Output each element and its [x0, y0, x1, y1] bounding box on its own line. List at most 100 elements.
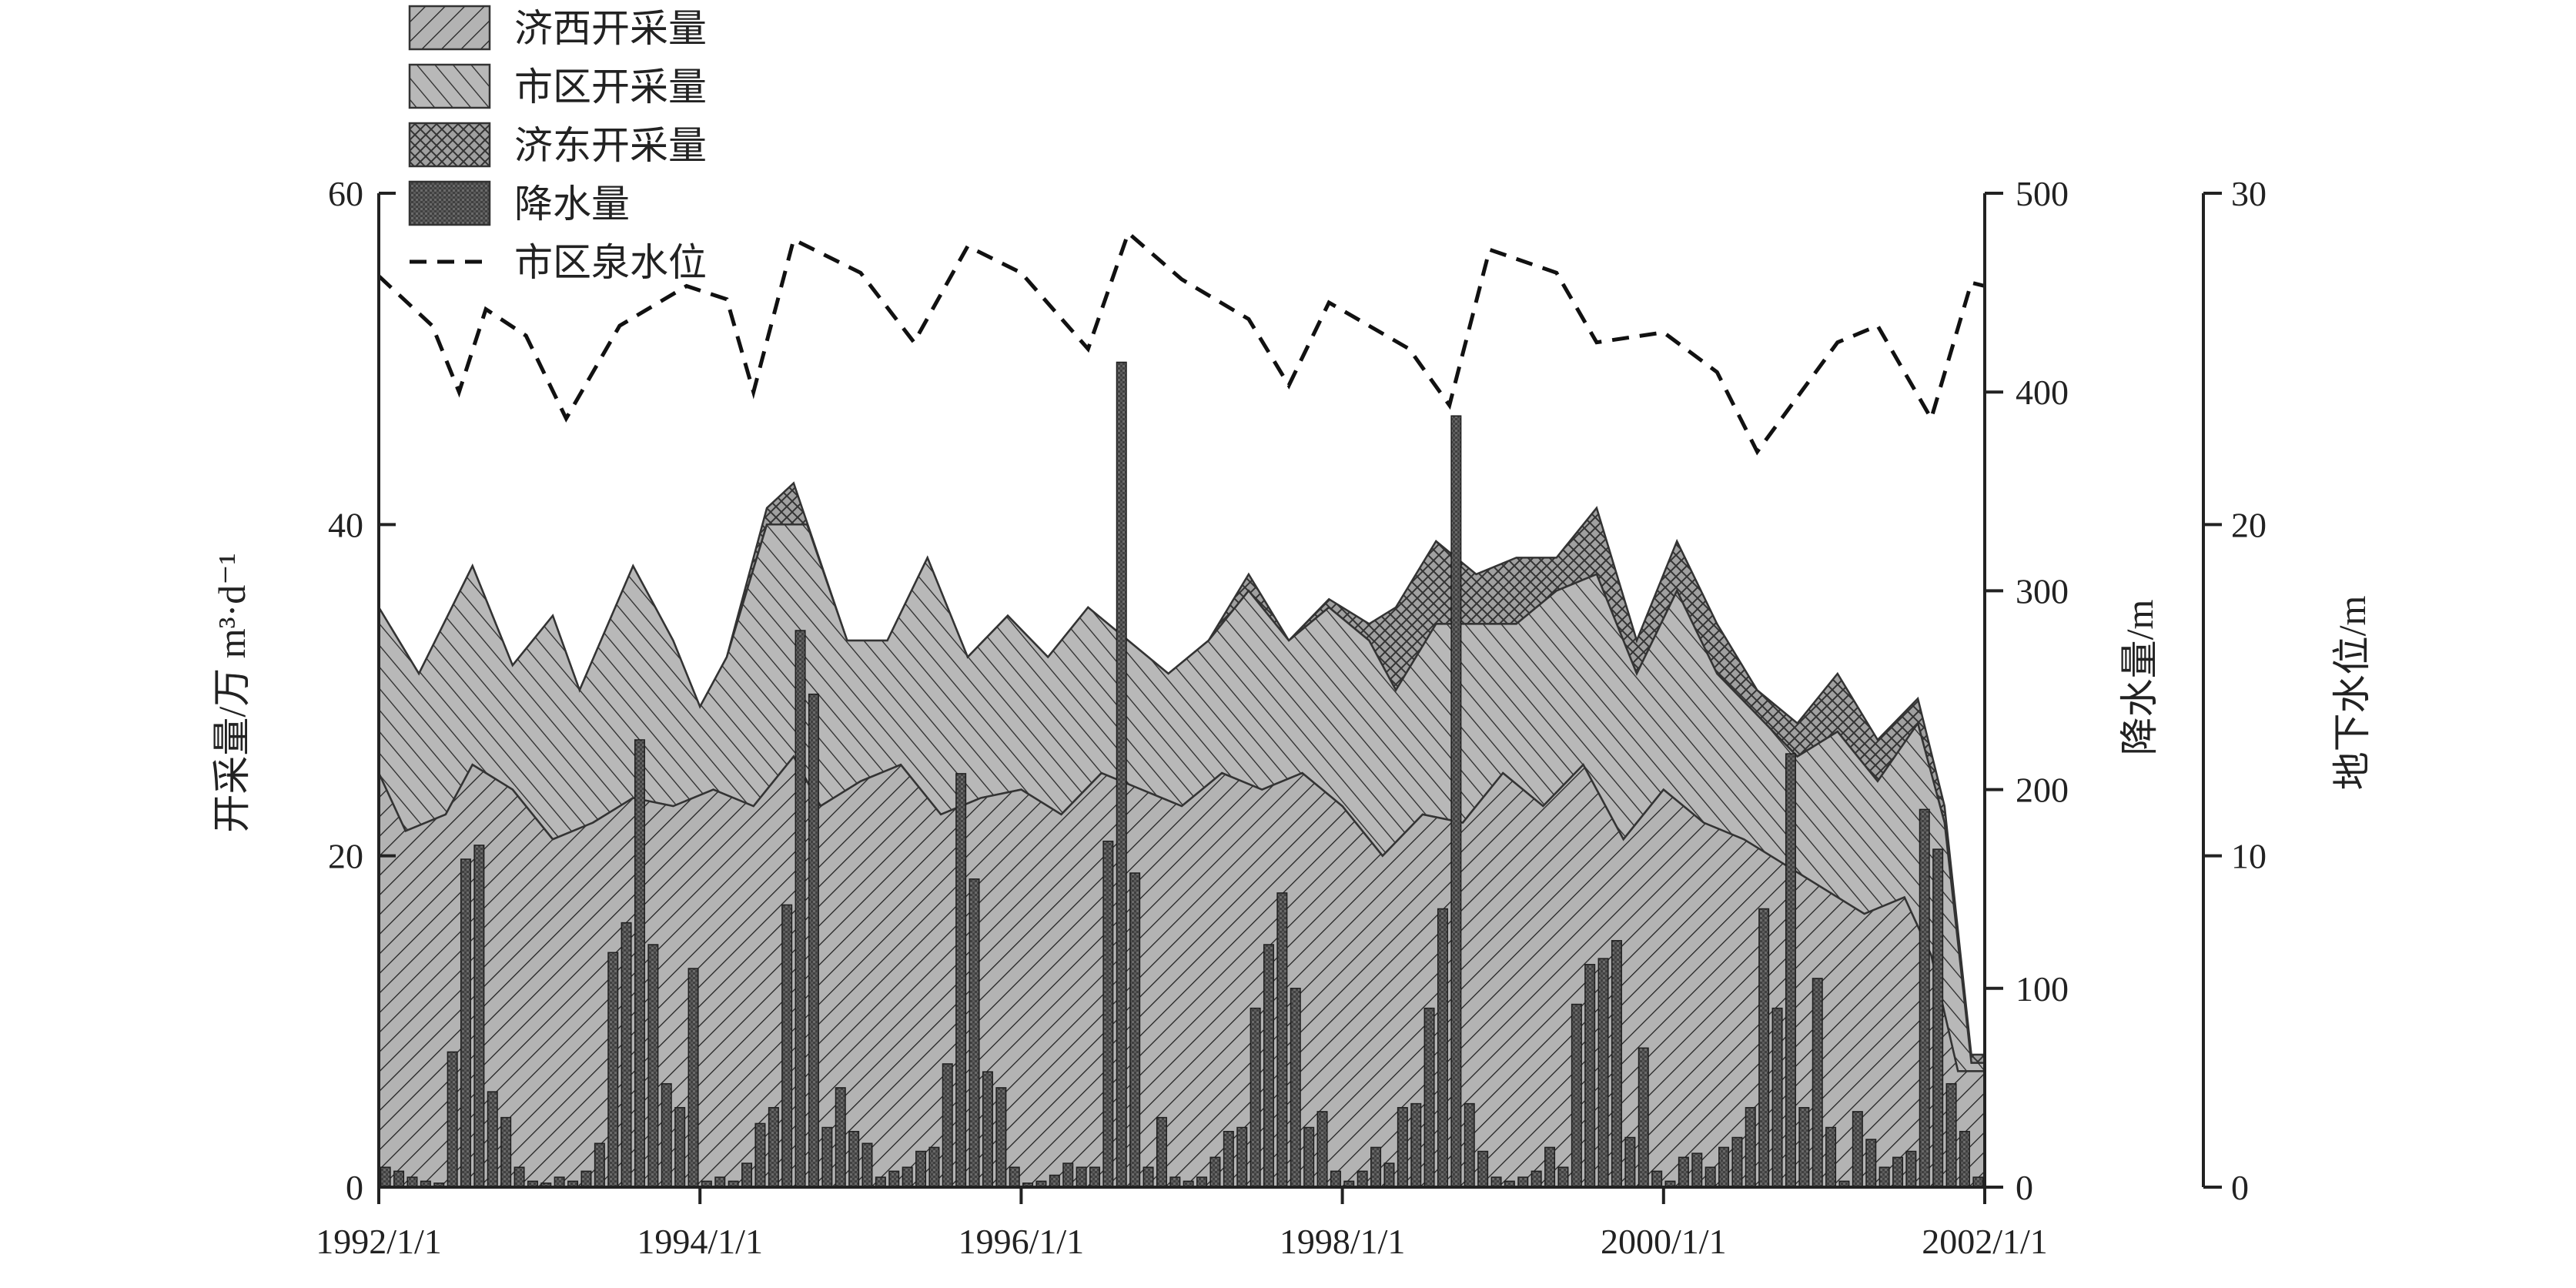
left-axis-title: 开采量/万 m³·d⁻¹ [210, 553, 253, 832]
rain-bar [1531, 1170, 1542, 1188]
rain-bar [1437, 908, 1448, 1188]
rain-bar [607, 952, 619, 1188]
rain-bar [594, 1142, 605, 1188]
rain-bar [1290, 988, 1301, 1188]
rain-bar [1049, 1174, 1060, 1188]
left-tick-label: 40 [328, 505, 363, 544]
x-tick-label: 2000/1/1 [1601, 1222, 1727, 1261]
rain-bar [1825, 1126, 1837, 1188]
area-jixi [377, 754, 1986, 1189]
rain-bar [580, 1170, 592, 1188]
rain-bar [687, 968, 699, 1188]
rain-bar [1584, 964, 1596, 1188]
right1-tick-label: 200 [2016, 771, 2069, 810]
rain-bar [768, 1106, 779, 1188]
rain-bar [1624, 1136, 1636, 1188]
rain-bar [1865, 1139, 1877, 1188]
rain-bar [1276, 892, 1288, 1188]
rain-bar [754, 1122, 766, 1188]
rain-bar [1812, 978, 1823, 1188]
legend-label-jidong: 济东开采量 [514, 124, 707, 167]
rain-bar [1076, 1166, 1087, 1188]
rain-bar [634, 739, 645, 1188]
rain-bar [1932, 848, 1944, 1188]
rain-bar [514, 1166, 525, 1188]
rain-bar [1370, 1146, 1382, 1188]
legend-swatch-jixi [408, 5, 491, 51]
rain-bar [1544, 1146, 1556, 1188]
rain-bar [982, 1071, 993, 1188]
x-tick-label: 2002/1/1 [1922, 1222, 2048, 1261]
rain-bar [1209, 1156, 1221, 1188]
rain-bar [1745, 1106, 1756, 1188]
rain-bar [1116, 361, 1127, 1188]
rain-bar [1330, 1170, 1341, 1188]
rain-bar [1250, 1007, 1261, 1188]
rain-bar [661, 1082, 672, 1188]
rain-bar [902, 1166, 913, 1188]
rain-bar [647, 944, 659, 1188]
rain-bar [1397, 1106, 1408, 1188]
rain-bar [915, 1150, 927, 1188]
rain-bar [1571, 1003, 1582, 1188]
legend-swatch-rain [408, 180, 491, 226]
legend-label-rain: 降水量 [514, 182, 630, 226]
x-tick-label: 1998/1/1 [1280, 1222, 1406, 1261]
rain-bar [1557, 1166, 1569, 1188]
rain-bar [1638, 1047, 1649, 1188]
rain-bar [674, 1106, 686, 1188]
right2-axis-title: 地下水位/m [2330, 596, 2374, 791]
rain-bar [1423, 1007, 1435, 1188]
rain-bar [1919, 808, 1930, 1188]
rain-bar [808, 693, 819, 1188]
rain-bar [460, 858, 471, 1188]
rain-bar [447, 1051, 458, 1188]
legend-label-jixi: 济西开采量 [514, 7, 707, 50]
rain-bar [487, 1091, 498, 1188]
right2-tick-label: 30 [2231, 174, 2267, 213]
plot-areas [377, 481, 1986, 1189]
rain-bar [995, 1087, 1007, 1188]
rain-bar [621, 922, 632, 1188]
left-tick-label: 60 [328, 174, 363, 213]
rain-bar [1731, 1136, 1743, 1188]
right1-axis-title: 降水量/m [2118, 600, 2161, 756]
rain-bar [942, 1063, 953, 1188]
rain-bar [1129, 872, 1141, 1188]
rain-bar [1878, 1166, 1890, 1188]
legend-label-level: 市区泉水位 [514, 241, 707, 284]
rain-bar [861, 1142, 873, 1188]
rain-bar [848, 1130, 860, 1188]
rain-bar [1758, 908, 1770, 1188]
rain-bar [1945, 1082, 1957, 1188]
rain-bar [888, 1170, 900, 1188]
x-tick-label: 1996/1/1 [958, 1222, 1085, 1261]
rain-bars [380, 361, 1984, 1188]
rain-bar [1477, 1150, 1489, 1188]
rain-bar [500, 1116, 512, 1188]
rain-bar [1651, 1170, 1663, 1188]
spring-level-path [377, 229, 1986, 456]
rain-bar [1678, 1156, 1689, 1188]
rain-bar [1410, 1102, 1422, 1188]
rain-bar [1905, 1150, 1917, 1188]
left-tick-label: 0 [346, 1168, 363, 1207]
rain-bar [1156, 1116, 1167, 1188]
rain-bar [1357, 1170, 1368, 1188]
rain-bar [1959, 1130, 1970, 1188]
right1-tick-label: 300 [2016, 571, 2069, 611]
right1-tick-label: 400 [2016, 373, 2069, 412]
rain-bar [835, 1087, 846, 1188]
rain-bar [1102, 840, 1114, 1188]
rain-bar [1263, 944, 1274, 1188]
rain-bar [1705, 1166, 1716, 1188]
right2-tick-label: 0 [2231, 1168, 2249, 1207]
rain-bar [1785, 753, 1796, 1188]
rain-bar [969, 878, 980, 1188]
rain-bar [1236, 1126, 1248, 1188]
rain-bar [1771, 1007, 1783, 1188]
rain-bar [928, 1146, 940, 1188]
rain-bar [473, 845, 485, 1188]
